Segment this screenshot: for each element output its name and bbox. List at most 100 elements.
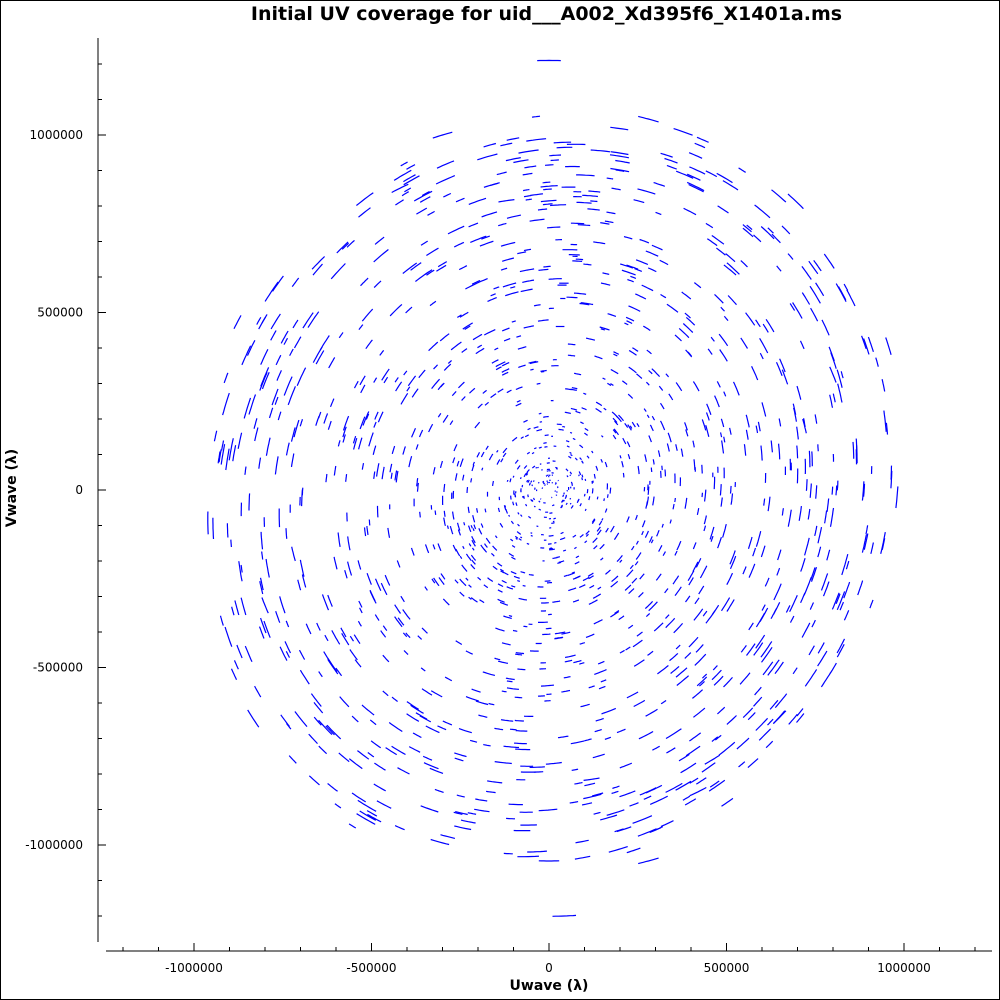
uv-track — [400, 161, 408, 167]
uv-track — [705, 170, 718, 178]
uv-track — [695, 777, 707, 785]
uv-track — [275, 354, 282, 366]
uv-track — [836, 644, 845, 658]
uv-track — [395, 381, 403, 392]
uv-track — [454, 825, 472, 831]
uv-track — [704, 489, 707, 502]
uv-track — [258, 316, 266, 330]
uv-track — [711, 604, 720, 615]
uv-track — [582, 576, 590, 582]
uv-track — [813, 260, 822, 272]
uv-track — [472, 461, 475, 466]
uv-track — [660, 820, 674, 828]
uv-track — [519, 268, 535, 273]
uv-track — [318, 745, 328, 755]
uv-track — [509, 478, 512, 483]
uv-track — [299, 559, 305, 577]
uv-track — [475, 278, 488, 285]
uv-track — [626, 569, 634, 578]
uv-track — [544, 484, 546, 487]
uv-track — [801, 266, 812, 280]
uv-track — [612, 785, 620, 789]
uv-track — [487, 780, 503, 784]
uv-track — [484, 401, 489, 406]
uv-track — [817, 642, 825, 654]
uv-track — [528, 573, 534, 576]
uv-track — [212, 517, 215, 540]
uv-track — [836, 591, 846, 611]
uv-track — [418, 429, 424, 438]
uv-track — [408, 456, 413, 468]
uv-track — [722, 523, 727, 538]
uv-track — [803, 577, 812, 596]
x-tick-label: 1000000 — [877, 961, 930, 975]
uv-track — [279, 596, 286, 614]
uv-track — [459, 591, 465, 597]
uv-track — [403, 650, 409, 655]
uv-track — [420, 667, 426, 672]
uv-track — [221, 440, 225, 451]
uv-track — [717, 537, 722, 549]
uv-track — [500, 458, 504, 463]
uv-track — [402, 609, 411, 620]
uv-track — [611, 187, 621, 191]
uv-track — [721, 797, 734, 807]
uv-track — [567, 343, 576, 346]
uv-track — [373, 280, 382, 288]
uv-track — [366, 526, 369, 535]
uv-track — [764, 577, 770, 587]
uv-track — [279, 646, 288, 661]
uv-track — [637, 828, 657, 837]
uv-track — [433, 364, 439, 370]
uv-track — [382, 625, 388, 631]
uv-track — [464, 325, 471, 330]
uv-track — [730, 493, 734, 505]
uv-track — [243, 397, 252, 419]
uv-track — [588, 599, 598, 605]
uv-track — [593, 811, 601, 815]
uv-track — [356, 813, 376, 825]
uv-track — [528, 515, 532, 519]
uv-track — [360, 384, 366, 394]
uv-track — [449, 525, 454, 535]
uv-track — [356, 192, 374, 206]
uv-track — [742, 227, 754, 238]
uv-track — [692, 542, 697, 550]
uv-track — [563, 492, 565, 495]
uv-track — [648, 369, 653, 375]
uv-track — [496, 449, 499, 453]
uv-track — [395, 470, 399, 483]
uv-track — [538, 412, 542, 415]
uv-track — [299, 419, 303, 427]
uv-track — [622, 472, 625, 478]
uv-track — [824, 510, 828, 524]
uv-track — [531, 465, 536, 469]
uv-track — [584, 782, 596, 787]
uv-track — [540, 185, 558, 188]
uv-track — [228, 438, 234, 461]
uv-track — [487, 297, 497, 302]
uv-track — [636, 373, 643, 379]
uv-track — [538, 508, 541, 511]
uv-track — [651, 415, 656, 421]
uv-track — [588, 685, 595, 689]
uv-track — [488, 702, 495, 706]
uv-track — [606, 177, 614, 180]
uv-track — [692, 561, 699, 572]
uv-track — [689, 732, 702, 742]
uv-track — [895, 486, 899, 509]
uv-track — [723, 391, 727, 397]
uv-track — [515, 653, 523, 656]
uv-track — [606, 211, 616, 215]
uv-track — [646, 349, 652, 355]
uv-track — [263, 620, 271, 638]
uv-track — [570, 407, 578, 411]
uv-track — [431, 578, 436, 584]
uv-track — [481, 467, 484, 471]
uv-track — [510, 538, 514, 542]
uv-track — [574, 546, 577, 550]
uv-track — [230, 539, 232, 548]
uv-track — [510, 520, 514, 525]
uv-track — [384, 574, 391, 586]
uv-track — [452, 544, 457, 552]
